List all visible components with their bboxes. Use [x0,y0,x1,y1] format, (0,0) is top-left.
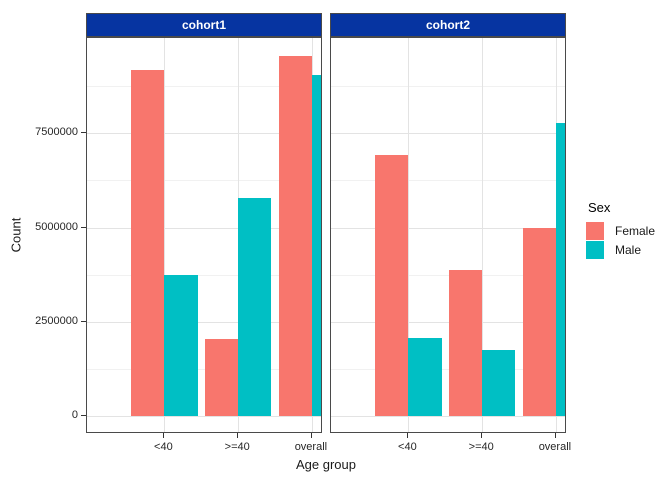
x-tick-label: >=40 [468,441,494,453]
male-color-key [586,241,604,259]
gridline-vertical [482,38,484,432]
y-tick-mark [81,132,86,134]
bar-male-<40 [408,338,442,416]
x-tick-label: overall [294,441,328,453]
x-tick-mark [237,433,239,438]
facet-panel [86,37,322,433]
legend-title: Sex [588,200,611,215]
y-tick-label: 0 [71,408,78,421]
gridline-minor [331,180,565,182]
gridline-minor [87,86,321,88]
x-tick-mark [481,433,483,438]
gridline-major [331,227,565,229]
y-tick-label: 2500000 [35,314,78,327]
legend: Sex Female Male [586,200,655,260]
bar-female-<40 [375,155,409,416]
x-tick-label: >=40 [224,441,250,453]
bar-male-overall [555,122,565,416]
x-tick-label: overall [538,441,572,453]
y-tick-mark [81,320,86,322]
x-tick-mark [163,433,165,438]
female-color-key [586,222,604,240]
facet-strip-label: cohort2 [425,18,470,32]
x-axis-title: Age group [296,457,356,472]
x-tick-mark [407,433,409,438]
gridline-minor [87,368,321,370]
legend-items: Female Male [586,222,655,259]
x-tick-label: <40 [398,441,417,453]
bar-male->=40 [482,349,516,416]
gridline-major [331,133,565,135]
bar-male-overall [311,74,321,416]
gridline-minor [87,180,321,182]
legend-item-label: Female [615,224,656,238]
legend-item-female: Female [586,222,655,240]
x-tick-mark [554,433,556,438]
y-tick-mark [81,226,86,228]
gridline-major [331,321,565,323]
gridline-vertical [164,38,166,432]
y-tick-label: 5000000 [35,220,78,233]
legend-item-label: Male [615,243,642,257]
facet-strip: cohort1 [86,13,322,37]
bar-male-<40 [164,274,198,416]
x-tick-mark [310,433,312,438]
y-tick-mark [81,414,86,416]
gridline-vertical [408,38,410,432]
bar-female->=40 [205,338,239,416]
gridline-minor [331,274,565,276]
gridline-major [87,227,321,229]
legend-item-male: Male [586,241,655,259]
bar-female-overall [522,227,556,416]
bar-female-overall [278,55,312,416]
gridline-major [331,415,565,417]
gridline-minor [331,368,565,370]
facet-panel [330,37,566,433]
facet-strip: cohort2 [330,13,566,37]
bar-female->=40 [449,269,483,416]
gridline-major [87,133,321,135]
gridline-minor [331,86,565,88]
gridline-major [87,321,321,323]
bar-male->=40 [238,197,272,416]
x-tick-label: <40 [154,441,173,453]
y-tick-label: 7500000 [35,126,78,139]
gridline-minor [87,274,321,276]
gridline-major [87,415,321,417]
bar-female-<40 [131,70,165,416]
facet-strip-label: cohort1 [181,18,226,32]
